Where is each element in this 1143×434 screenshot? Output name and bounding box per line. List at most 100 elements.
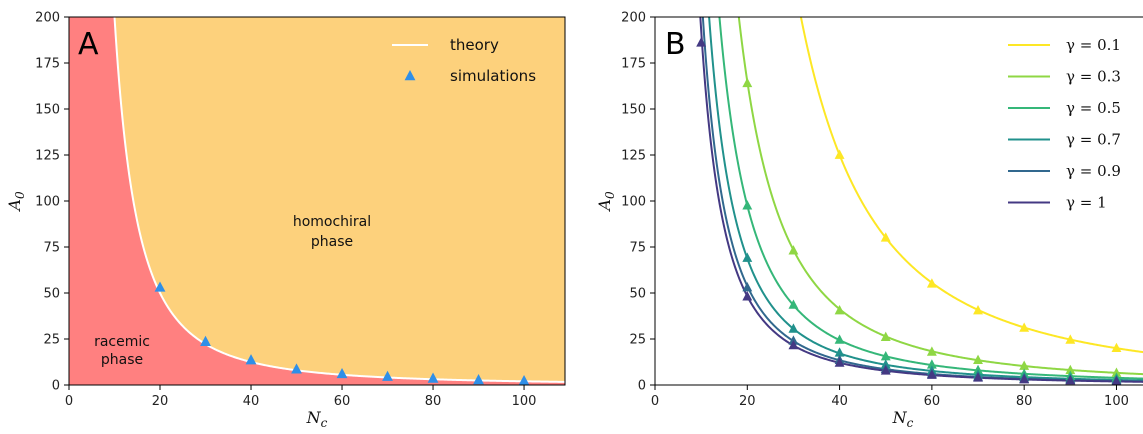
- gamma-marker: [1065, 334, 1076, 344]
- gamma-marker: [1111, 367, 1122, 377]
- homochiral-label-line1: homochiral: [293, 214, 371, 230]
- panel-b-y-tick-label: 175: [621, 57, 646, 72]
- panel-b-letter: B: [665, 27, 686, 62]
- simulation-point: [291, 363, 302, 374]
- gamma-marker: [880, 365, 891, 375]
- homochiral-label-line2: phase: [311, 234, 353, 250]
- panel-a-y-tick-label: 175: [35, 57, 60, 72]
- panel-a-y-label: A0: [5, 191, 27, 213]
- panel-a-y-tick-label: 100: [35, 195, 60, 210]
- gamma-marker: [1019, 373, 1030, 384]
- legend-gamma-label: γ = 0.5: [1066, 99, 1121, 117]
- gamma-marker: [834, 304, 845, 315]
- gamma-marker: [1111, 342, 1122, 353]
- simulation-point: [154, 281, 166, 292]
- gamma-marker: [880, 350, 891, 361]
- panel-a-y-ticks: 0 25 50 75 100 125 150 175 200: [35, 11, 69, 394]
- panel-a-legend: theory simulations: [392, 36, 536, 85]
- simulation-point: [473, 374, 484, 385]
- gamma-marker: [926, 346, 937, 356]
- gamma-marker: [788, 339, 799, 350]
- gamma-marker: [788, 299, 799, 309]
- panel-b-y-tick-label: 150: [621, 103, 646, 118]
- panel-a-x-tick-label: 0: [65, 394, 73, 409]
- gamma-curve: [799, 17, 1143, 354]
- panel-a-y-tick-label: 25: [43, 333, 60, 348]
- gamma-curve: [699, 17, 1143, 383]
- panel-b: 0 20 40 60 80 100 0 25 50 75 100 125 150 175 200 B γ …: [595, 11, 1143, 430]
- panel-b-y-label: A0: [595, 191, 617, 213]
- panel-b-y-tick-label: 75: [629, 241, 646, 256]
- panel-a-x-ticks: 0 20 40 60 80 100: [65, 385, 537, 409]
- gamma-marker: [788, 323, 799, 333]
- simulation-markers: [154, 281, 530, 385]
- gamma-curve: [737, 17, 1143, 376]
- gamma-marker: [973, 304, 983, 315]
- gamma-marker: [1111, 376, 1122, 385]
- panel-a-x-label: Nc: [306, 408, 328, 430]
- panel-b-curves: [699, 17, 1143, 383]
- gamma-marker: [973, 372, 983, 382]
- panel-b-legend: γ = 0.1 γ = 0.3 γ = 0.5 γ = 0.7 γ = 0.9 γ = 1: [1008, 36, 1121, 212]
- simulation-point: [200, 335, 211, 346]
- legend-gamma-label: γ = 0.7: [1066, 131, 1121, 149]
- simulation-point: [336, 367, 348, 379]
- legend-gamma-label: γ = 0.3: [1066, 68, 1121, 86]
- panel-b-x-tick-label: 40: [831, 394, 848, 409]
- racemic-label-line2: phase: [101, 352, 143, 368]
- gamma-marker: [742, 291, 753, 301]
- gamma-marker: [926, 369, 937, 379]
- gamma-marker: [742, 200, 753, 210]
- legend-gamma-label: γ = 0.1: [1066, 36, 1121, 54]
- panel-b-background: [655, 17, 1143, 385]
- gamma-curve: [718, 17, 1143, 380]
- panel-b-x-tick-label: 80: [1016, 394, 1033, 409]
- panel-b-x-tick-label: 100: [1104, 394, 1129, 409]
- gamma-marker: [926, 359, 937, 369]
- gamma-marker: [1019, 322, 1030, 332]
- gamma-marker: [926, 278, 937, 288]
- panel-a: 0 20 40 60 80 100 0 25 50 75 100 125 150 175 200 A ra…: [5, 11, 566, 430]
- gamma-marker: [1019, 360, 1030, 370]
- panel-a-x-tick-label: 100: [512, 394, 537, 409]
- gamma-marker: [742, 281, 753, 292]
- panel-b-x-tick-label: 20: [739, 394, 756, 409]
- gamma-marker: [696, 37, 707, 47]
- panel-b-x-tick-label: 60: [924, 394, 941, 409]
- legend-gamma-label: γ = 0.9: [1066, 162, 1121, 180]
- panel-b-markers: [696, 37, 1122, 385]
- racemic-region: [69, 17, 565, 385]
- gamma-marker: [1065, 375, 1076, 385]
- panel-b-y-tick-label: 200: [621, 11, 646, 26]
- gamma-marker: [880, 232, 891, 242]
- panel-a-x-tick-label: 40: [243, 394, 260, 409]
- gamma-marker: [788, 245, 799, 255]
- panel-b-y-tick-label: 125: [621, 149, 646, 164]
- panel-b-x-ticks: 0 20 40 60 80 100: [651, 385, 1129, 409]
- gamma-marker: [834, 357, 845, 367]
- gamma-marker: [742, 77, 753, 88]
- panel-b-y-tick-label: 25: [629, 333, 646, 348]
- racemic-label-line1: racemic: [94, 334, 150, 350]
- panel-b-y-tick-label: 0: [638, 379, 646, 394]
- panel-a-y-tick-label: 75: [43, 241, 60, 256]
- gamma-marker: [973, 354, 983, 365]
- panel-a-y-tick-label: 150: [35, 103, 60, 118]
- panel-a-y-tick-label: 200: [35, 11, 60, 26]
- panel-b-x-label: Nc: [892, 408, 914, 430]
- gamma-marker: [1065, 364, 1076, 375]
- panel-a-letter: A: [78, 27, 99, 62]
- gamma-marker: [880, 331, 891, 342]
- panel-b-y-ticks: 0 25 50 75 100 125 150 175 200: [621, 11, 655, 394]
- panel-b-y-tick-label: 100: [621, 195, 646, 210]
- legend-simulations-marker: [404, 70, 416, 81]
- panel-b-y-tick-label: 50: [629, 287, 646, 302]
- gamma-marker: [834, 334, 845, 344]
- gamma-marker: [834, 347, 845, 357]
- panel-a-y-tick-label: 50: [43, 287, 60, 302]
- gamma-marker: [742, 252, 753, 262]
- panel-a-x-tick-label: 60: [334, 394, 351, 409]
- legend-gamma-label: γ = 1: [1066, 194, 1107, 212]
- legend-simulations-label: simulations: [450, 67, 536, 85]
